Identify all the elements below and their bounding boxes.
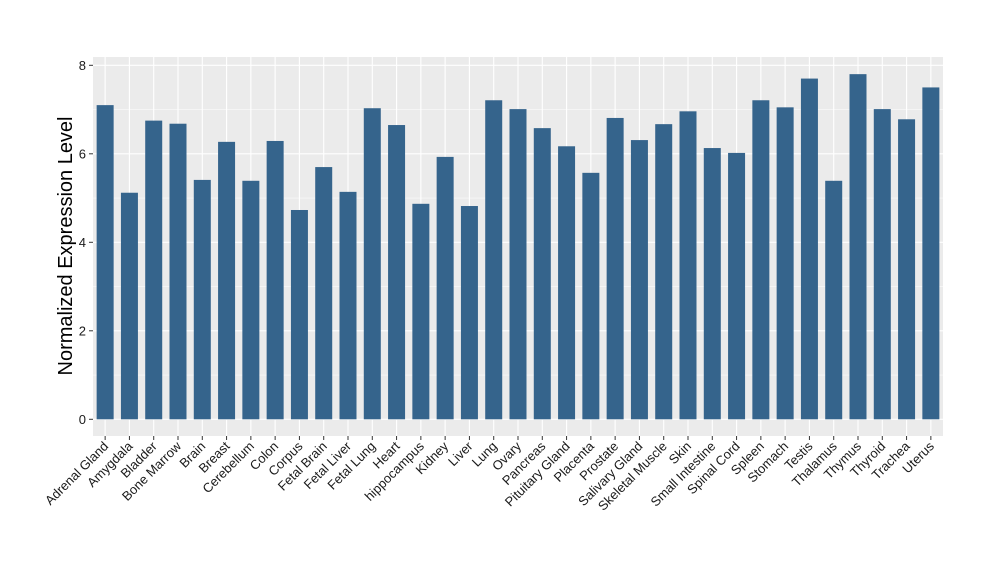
bar-fetal-lung xyxy=(363,108,381,420)
bar-trachea xyxy=(898,119,916,420)
bars xyxy=(96,74,940,420)
y-tick-label: 8 xyxy=(79,58,86,73)
bar-heart xyxy=(388,125,406,420)
bar-uterus xyxy=(922,87,940,420)
bar-testis xyxy=(800,78,818,420)
bar-pituitary-gland xyxy=(558,146,576,420)
y-tick-label: 6 xyxy=(79,146,86,161)
bar-liver xyxy=(460,206,478,420)
y-axis-label: Normalized Expression Level xyxy=(55,116,77,375)
bar-spleen xyxy=(752,100,770,420)
bar-bladder xyxy=(145,120,163,420)
bar-ovary xyxy=(509,109,527,420)
bar-thalamus xyxy=(825,180,843,420)
bar-skin xyxy=(679,111,697,420)
bar-thymus xyxy=(849,74,867,420)
bar-amygdala xyxy=(120,192,138,420)
bar-salivary-gland xyxy=(630,140,648,420)
bar-stomach xyxy=(776,107,794,420)
y-axis: 0 2 4 6 8 xyxy=(79,58,93,427)
y-tick-label: 4 xyxy=(79,235,86,250)
bar-adrenal-gland xyxy=(96,105,114,420)
bar-small-intestine xyxy=(703,148,721,420)
bar-hippocampus xyxy=(412,203,430,420)
bar-bone-marrow xyxy=(169,123,187,420)
bar-cerebellum xyxy=(242,180,260,420)
bar-lung xyxy=(485,100,503,420)
bar-brain xyxy=(193,179,211,420)
bar-thyroid xyxy=(873,109,891,420)
y-tick-label: 0 xyxy=(79,412,86,427)
bar-skeletal-muscle xyxy=(655,124,673,420)
bar-breast xyxy=(218,141,236,420)
bar-placenta xyxy=(582,172,600,420)
y-tick-label: 2 xyxy=(79,323,86,338)
bar-kidney xyxy=(436,156,454,420)
bar-corpus xyxy=(290,209,308,420)
bar-fetal-liver xyxy=(339,191,357,420)
bar-spinal-cord xyxy=(728,152,746,420)
bar-prostate xyxy=(606,117,624,420)
x-tick-label: Liver xyxy=(445,438,476,469)
bar-pancreas xyxy=(533,128,551,420)
bar-colon xyxy=(266,140,284,420)
bar-fetal-brain xyxy=(315,167,333,420)
